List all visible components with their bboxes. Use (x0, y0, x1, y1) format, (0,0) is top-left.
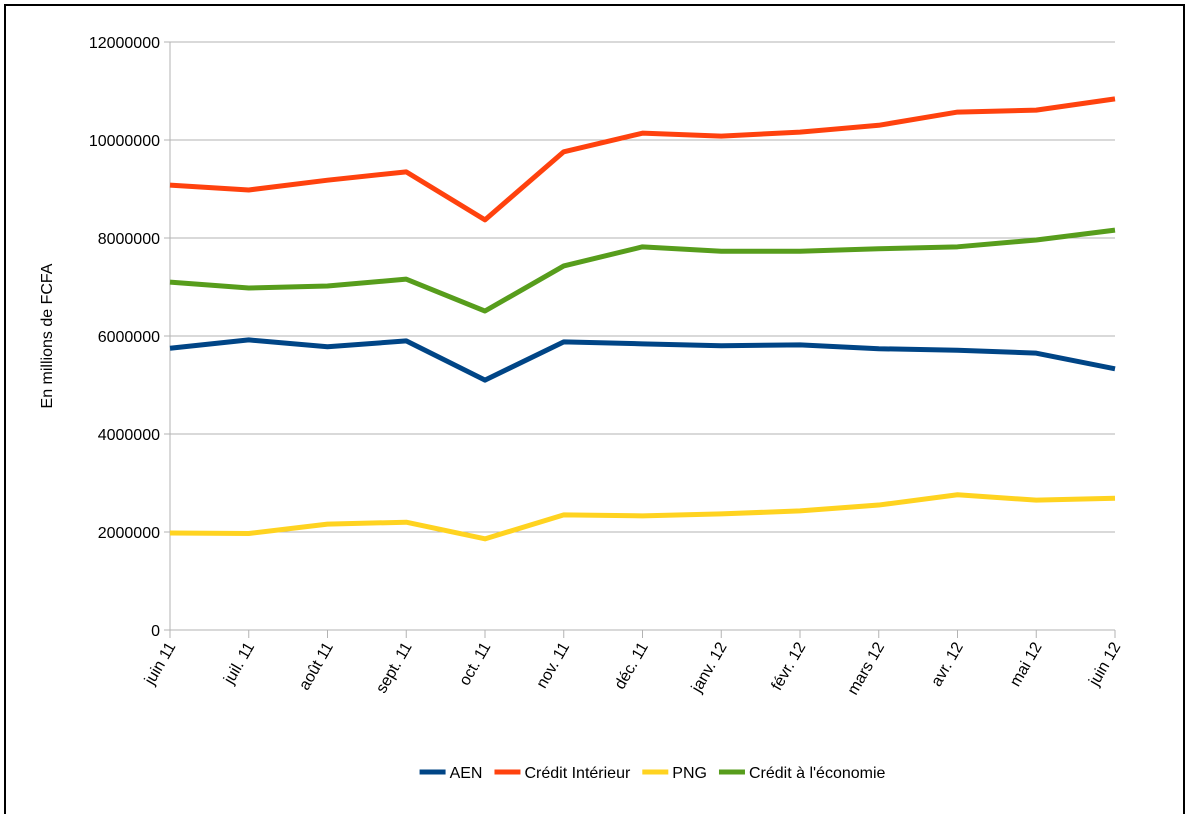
x-tick-label: sept. 11 (373, 639, 416, 696)
x-tick-label: avr. 12 (928, 639, 967, 689)
legend-label: Crédit à l'économie (749, 765, 886, 782)
x-tick-label: nov. 11 (533, 639, 573, 691)
y-tick-label: 4000000 (98, 427, 160, 444)
x-tick-label: juin 11 (141, 639, 179, 688)
x-tick-label: juin 12 (1086, 639, 1125, 689)
series-line (169, 227, 1116, 314)
legend-label: AEN (450, 765, 483, 782)
x-tick-label: août 11 (296, 639, 337, 693)
y-tick-label: 12000000 (89, 35, 160, 52)
x-tick-label: mai 12 (1007, 639, 1046, 689)
x-tick-label: févr. 12 (768, 639, 809, 693)
x-tick-label: juil. 11 (220, 639, 258, 687)
legend-label: Crédit Intérieur (524, 765, 630, 782)
y-tick-label: 10000000 (89, 133, 160, 150)
x-tick-label: oct. 11 (456, 639, 494, 688)
series-line (169, 96, 1116, 223)
series-line (169, 337, 1116, 383)
y-axis-title: En millions de FCFA (39, 263, 56, 408)
x-tick-label: déc. 11 (612, 639, 652, 692)
y-tick-label: 6000000 (98, 329, 160, 346)
y-tick-label: 2000000 (98, 525, 160, 542)
frame (4, 4, 1185, 814)
y-tick-label: 0 (151, 623, 160, 640)
legend: AEN Crédit Intérieur PNG Crédit à l'économi… (419, 765, 886, 782)
y-tick-label: 8000000 (98, 231, 160, 248)
series-line (169, 492, 1116, 542)
legend-label: PNG (672, 765, 707, 782)
x-tick-label: mars 12 (845, 639, 889, 698)
x-tick-label: janv. 12 (688, 639, 731, 696)
